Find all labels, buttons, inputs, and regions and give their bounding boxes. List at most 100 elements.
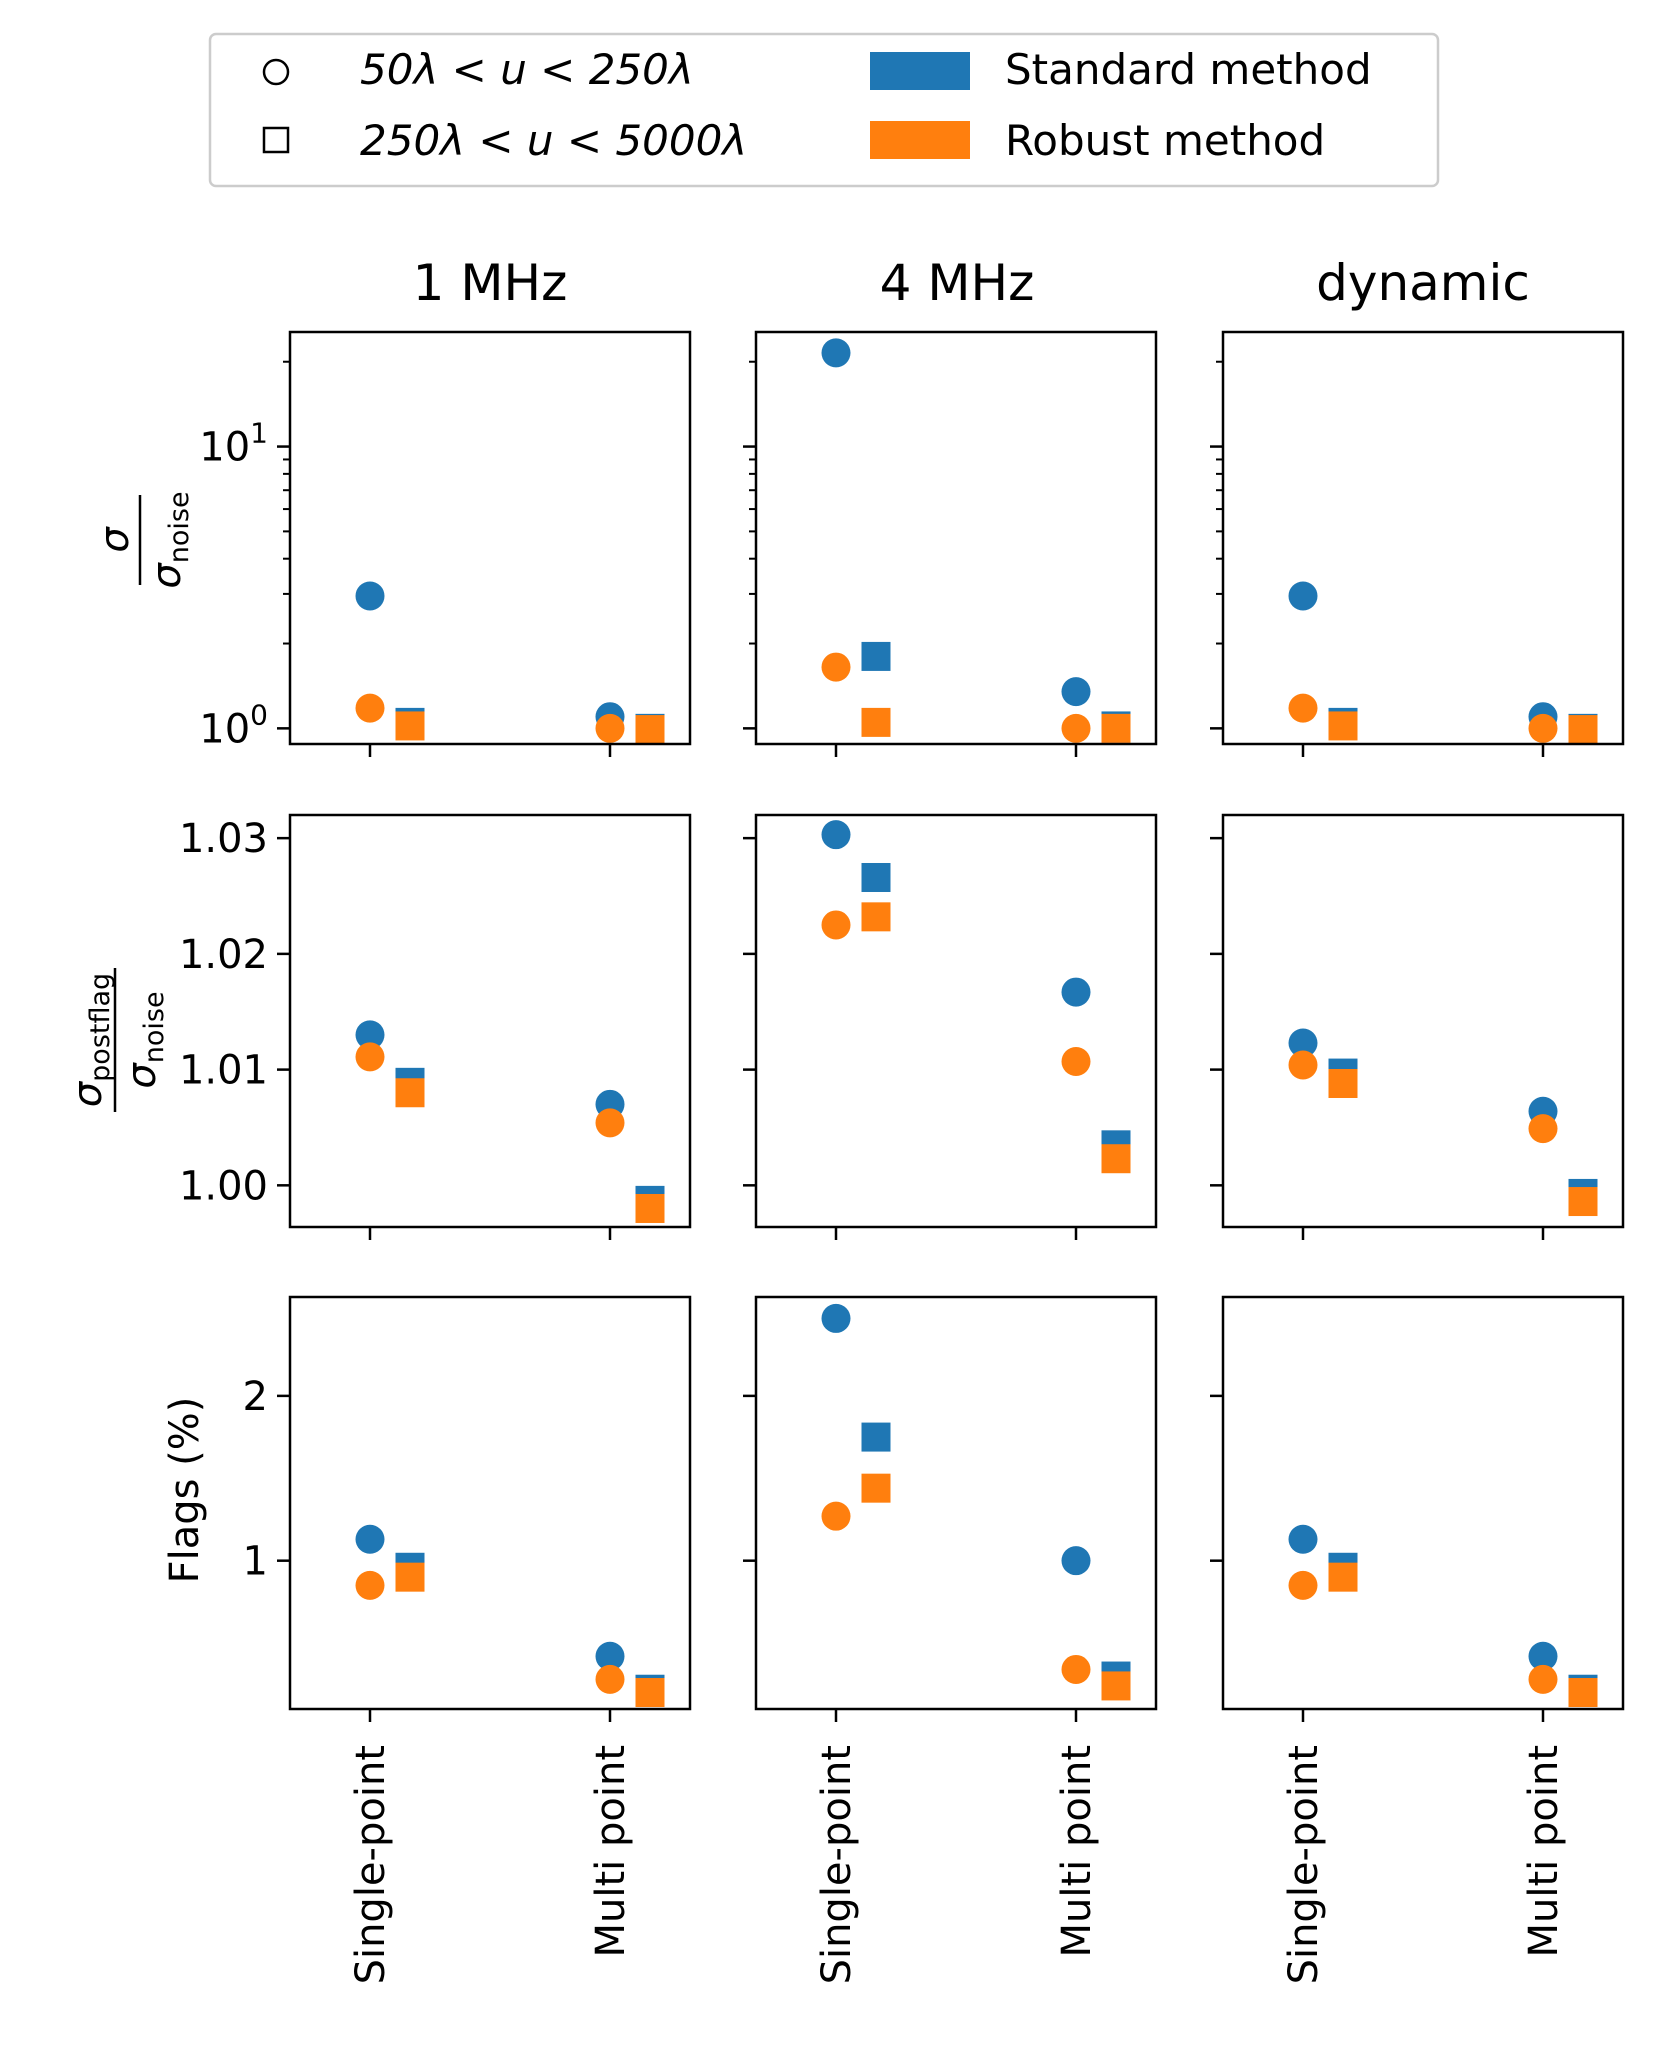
x-tick-label-single-point: Single-point [348, 1745, 394, 1984]
legend-box [208, 32, 1440, 188]
legend-entry-square-label: 250λ < u < 5000λ [360, 116, 747, 165]
y-tick-label: 1.00 [179, 1163, 268, 1209]
panel-frame [1221, 1295, 1625, 1711]
panel-r1-c0: 1.00 1.01 1.02 1.03 [179, 813, 692, 1240]
row1-ylabel: σpostflag σnoise σpostflag σnoise [65, 968, 170, 1112]
marker-robust-square-single [395, 1078, 425, 1108]
marker-standard-circle-single [1288, 1028, 1318, 1058]
y-tick-label: 100 [199, 698, 268, 752]
marker-robust-circle-multi [1528, 713, 1558, 743]
marker-robust-circle-single [355, 1042, 385, 1072]
marker-robust-square-single [1328, 711, 1358, 741]
marker-robust-circle-single [821, 652, 851, 682]
legend-standard-swatch [870, 52, 970, 90]
marker-robust-circle-multi [1528, 1114, 1558, 1144]
legend-entry-standard-label: Standard method [1005, 45, 1372, 94]
row1-ylabel-denominator: σnoise [119, 991, 170, 1088]
marker-robust-square-multi [1101, 1671, 1131, 1701]
row1-ylabel-denominator-raw: σnoise [114, 1036, 116, 1040]
marker-standard-circle-single [821, 338, 851, 368]
marker-robust-square-multi [1101, 1144, 1131, 1174]
marker-robust-square-multi [1101, 713, 1131, 743]
panel-frame [288, 813, 692, 1229]
marker-robust-square-single [861, 707, 891, 737]
x-tick-label-multi-point: Multi point [1521, 1745, 1567, 1958]
legend: 50λ < u < 250λ 250λ < u < 5000λ Standard… [208, 32, 1440, 188]
column-title-4mhz: 4 MHz [880, 254, 1035, 312]
row1-ylabel-numerator: σpostflag [65, 973, 116, 1107]
panel-r0-c2 [1210, 330, 1625, 757]
marker-robust-square-single [1328, 1068, 1358, 1098]
row2-ylabel: Flags (%) [162, 1397, 208, 1584]
marker-standard-square-single [861, 862, 891, 892]
panel-frame [1221, 330, 1625, 746]
marker-robust-square-single [395, 711, 425, 741]
y-tick-label: 1 [243, 1539, 268, 1585]
panel-r2-c0: 1 2 Single-point Multi point [243, 1295, 692, 1984]
marker-robust-circle-multi [1528, 1664, 1558, 1694]
y-tick-label: 101 [199, 417, 268, 471]
panel-frame [288, 1295, 692, 1711]
y-tick-label: 1.01 [179, 1048, 268, 1094]
marker-robust-circle-single [821, 1501, 851, 1531]
marker-standard-circle-multi [595, 1641, 625, 1671]
marker-robust-circle-single [821, 910, 851, 940]
marker-robust-circle-single [1288, 1050, 1318, 1080]
row0-ylabel-denominator-raw: σnoise [139, 536, 141, 540]
legend-square-marker-icon [262, 126, 290, 154]
row0-ylabel-numerator: σ [92, 526, 138, 553]
marker-standard-square-single [861, 641, 891, 671]
panel-r2-c1: Single-point Multi point [743, 1295, 1158, 1984]
panel-r0-c0: 100 101 [199, 330, 692, 757]
panel-frame [288, 330, 692, 746]
legend-robust-swatch [870, 121, 970, 159]
marker-robust-square-multi [635, 1193, 665, 1223]
legend-entry-circle-label: 50λ < u < 250λ [360, 45, 694, 94]
marker-robust-square-single [395, 1562, 425, 1592]
marker-robust-circle-multi [1061, 1654, 1091, 1684]
marker-robust-circle-multi [1061, 1047, 1091, 1077]
marker-robust-square-single [1328, 1562, 1358, 1592]
marker-robust-circle-single [355, 693, 385, 723]
column-title-1mhz: 1 MHz [413, 254, 568, 312]
marker-standard-circle-multi [1061, 977, 1091, 1007]
row0-ylabel: σ σnoise σnoise [92, 491, 195, 588]
panel-frame [1221, 813, 1625, 1229]
panel-r0-c1 [743, 330, 1158, 757]
marker-standard-circle-multi [1528, 1641, 1558, 1671]
row0-ylabel-denominator: σnoise [144, 491, 195, 588]
x-tick-label-single-point: Single-point [814, 1745, 860, 1984]
panel-frame [754, 813, 1158, 1229]
marker-standard-circle-single [1288, 1524, 1318, 1554]
marker-standard-square-single [861, 1422, 891, 1452]
marker-standard-circle-multi [1061, 1546, 1091, 1576]
legend-circle-marker-icon [262, 58, 290, 86]
marker-standard-circle-single [821, 820, 851, 850]
marker-standard-circle-single [355, 581, 385, 611]
marker-robust-square-multi [635, 1678, 665, 1708]
marker-robust-circle-single [1288, 693, 1318, 723]
y-tick-label: 1.03 [179, 816, 268, 862]
y-tick-label: 1.02 [179, 932, 268, 978]
marker-standard-circle-single [355, 1020, 385, 1050]
marker-robust-circle-multi [595, 713, 625, 743]
marker-robust-square-multi [1568, 1187, 1598, 1217]
plot-grid: 100 101 1.00 1.01 1.02 1.03 1 2 Single-point Mult… [179, 330, 1625, 1984]
marker-robust-circle-multi [595, 1664, 625, 1694]
marker-standard-circle-multi [1061, 677, 1091, 707]
marker-robust-square-multi [1568, 1678, 1598, 1708]
marker-robust-square-multi [1568, 715, 1598, 745]
x-tick-label-multi-point: Multi point [1054, 1745, 1100, 1958]
marker-robust-circle-single [1288, 1570, 1318, 1600]
marker-robust-square-single [861, 1473, 891, 1503]
panel-r1-c1 [743, 813, 1158, 1240]
marker-robust-square-single [861, 902, 891, 932]
x-tick-label-multi-point: Multi point [588, 1745, 634, 1958]
panel-r2-c2: Single-point Multi point [1210, 1295, 1625, 1984]
marker-standard-circle-single [1288, 581, 1318, 611]
marker-robust-square-multi [635, 715, 665, 745]
panel-frame [754, 1295, 1158, 1711]
y-tick-label: 2 [243, 1374, 268, 1420]
marker-standard-circle-single [355, 1524, 385, 1554]
